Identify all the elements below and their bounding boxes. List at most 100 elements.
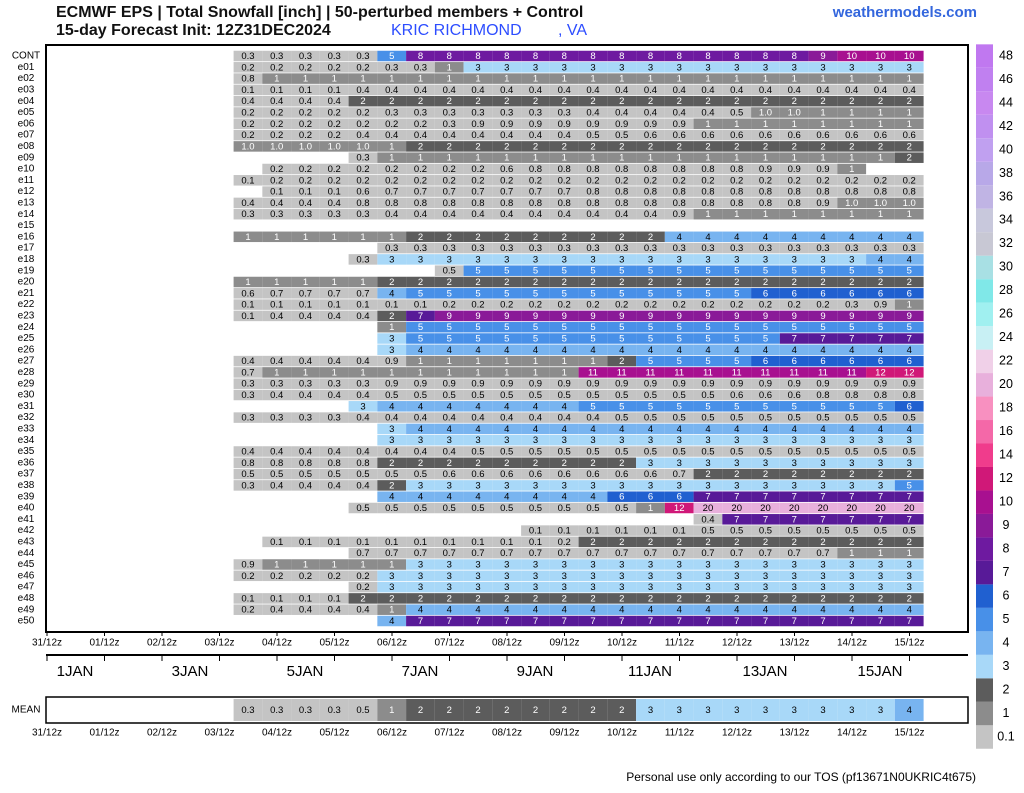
cell-label: 4 bbox=[878, 345, 883, 356]
cell-label: 7 bbox=[878, 616, 883, 627]
cell bbox=[492, 276, 522, 288]
cell bbox=[434, 491, 464, 502]
cell-label: 1 bbox=[274, 367, 279, 378]
cell bbox=[262, 412, 292, 423]
cell bbox=[348, 604, 378, 615]
row-label: e06 bbox=[18, 118, 35, 129]
cell bbox=[348, 288, 378, 299]
row-label: e39 bbox=[18, 491, 35, 502]
cell-label: 3 bbox=[734, 582, 739, 593]
cell-label: 0.5 bbox=[701, 447, 714, 458]
cell-label: 0.2 bbox=[558, 300, 571, 311]
cell bbox=[693, 355, 723, 367]
cell bbox=[521, 344, 550, 356]
cell-label: 0.9 bbox=[845, 379, 858, 390]
row-label: e38 bbox=[18, 480, 35, 491]
cell-label: 0.4 bbox=[356, 413, 369, 424]
cell-label: 3 bbox=[849, 582, 854, 593]
cell-label: 0.8 bbox=[874, 390, 887, 401]
cell-label: 3 bbox=[447, 254, 452, 265]
cell bbox=[492, 288, 522, 299]
cell bbox=[636, 604, 665, 615]
cell bbox=[866, 129, 895, 141]
cell-label: 0.1 bbox=[328, 593, 341, 604]
cell-label: 1 bbox=[849, 119, 854, 130]
cell-label: 0.4 bbox=[730, 85, 743, 96]
cell bbox=[808, 152, 838, 163]
cell bbox=[348, 367, 378, 378]
cell-label: 3 bbox=[734, 458, 739, 469]
colorbar-label: 9 bbox=[1003, 518, 1010, 532]
cell bbox=[291, 231, 320, 243]
cell bbox=[463, 434, 493, 446]
cell bbox=[406, 581, 435, 593]
cell-label: 0.4 bbox=[845, 85, 858, 96]
cell bbox=[894, 491, 924, 502]
cell-label: 0.8 bbox=[816, 187, 829, 198]
cell bbox=[808, 333, 838, 344]
cell-label: 2 bbox=[475, 232, 480, 243]
cell-label: 2 bbox=[360, 96, 365, 107]
cell-label: 4 bbox=[763, 424, 768, 435]
cell-label: 2 bbox=[533, 277, 538, 288]
row-label: e26 bbox=[18, 344, 35, 355]
cell bbox=[291, 559, 320, 570]
cell bbox=[549, 265, 579, 276]
cell bbox=[808, 254, 838, 265]
cell-label: 0.1 bbox=[270, 187, 283, 198]
colorbar-box bbox=[976, 513, 993, 538]
cell-label: 4 bbox=[533, 401, 538, 412]
cell bbox=[751, 480, 780, 491]
cell bbox=[492, 141, 522, 152]
cell bbox=[837, 344, 867, 356]
row-label: e22 bbox=[18, 299, 35, 310]
cell-label: 5 bbox=[590, 401, 595, 412]
cell-label: 0.5 bbox=[299, 469, 312, 480]
cell bbox=[492, 175, 522, 186]
cell-label: 0.2 bbox=[299, 164, 312, 175]
cell bbox=[463, 344, 493, 356]
cell bbox=[607, 242, 637, 254]
cell bbox=[549, 299, 579, 310]
row-label: e13 bbox=[18, 198, 35, 209]
cell bbox=[578, 321, 608, 333]
cell bbox=[664, 434, 694, 446]
cell bbox=[492, 457, 522, 469]
cell-label: 0.1 bbox=[241, 593, 254, 604]
cell bbox=[636, 276, 665, 288]
cell-label: 1.0 bbox=[788, 108, 801, 119]
cell bbox=[549, 581, 579, 593]
cell-label: 8 bbox=[475, 51, 480, 62]
cell bbox=[521, 446, 550, 457]
cell bbox=[808, 118, 838, 130]
cell bbox=[377, 197, 407, 209]
cell bbox=[262, 107, 292, 118]
cell bbox=[808, 581, 838, 593]
colorbar-box bbox=[976, 631, 993, 655]
cell bbox=[434, 208, 464, 220]
cell-label: 0.4 bbox=[299, 311, 312, 322]
cell bbox=[319, 197, 349, 209]
cell bbox=[779, 536, 809, 548]
cell bbox=[578, 525, 608, 536]
cell bbox=[434, 446, 464, 457]
cell bbox=[808, 401, 838, 412]
cell bbox=[578, 446, 608, 457]
cell-label: 3 bbox=[447, 571, 452, 582]
cell bbox=[664, 129, 694, 141]
cell bbox=[779, 699, 809, 721]
cell-label: 0.2 bbox=[874, 175, 887, 186]
cell bbox=[463, 321, 493, 333]
cell bbox=[348, 50, 378, 62]
cell-label: 4 bbox=[878, 232, 883, 243]
cell bbox=[521, 502, 550, 514]
cell bbox=[894, 423, 924, 435]
cell bbox=[319, 412, 349, 423]
cell-label: 4 bbox=[763, 605, 768, 616]
row-label: e18 bbox=[18, 254, 35, 265]
colorbar-box bbox=[976, 44, 993, 68]
cell bbox=[779, 559, 809, 570]
row-label: e42 bbox=[18, 525, 35, 536]
cell-label: 0.6 bbox=[644, 130, 657, 141]
cell-label: 0.7 bbox=[529, 548, 542, 559]
